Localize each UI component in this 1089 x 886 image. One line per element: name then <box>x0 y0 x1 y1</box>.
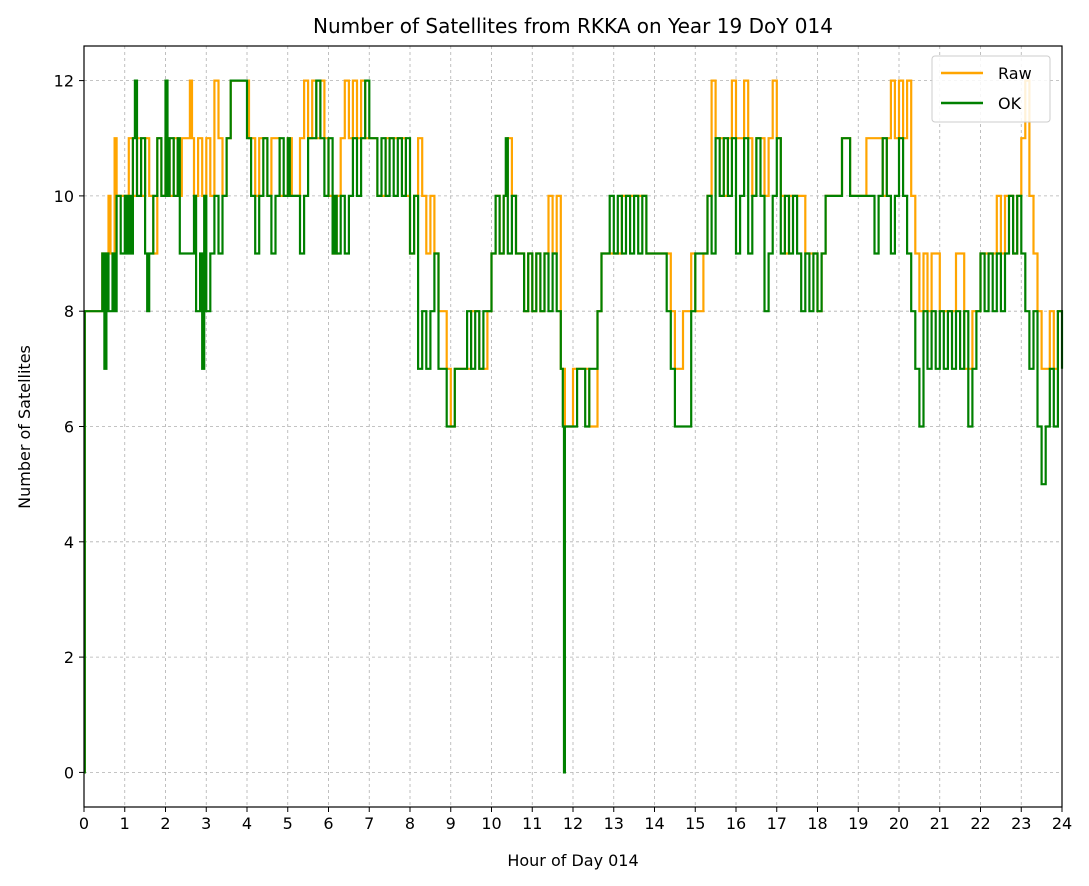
x-tick-label: 16 <box>726 814 746 833</box>
x-tick-label: 18 <box>807 814 827 833</box>
x-tick-label: 20 <box>889 814 909 833</box>
x-axis-ticks: 0 1 2 3 4 5 6 7 8 9 10 11 12 13 14 15 16 17 18 19 20 21 22 23 24 <box>79 807 1072 833</box>
x-tick-label: 21 <box>930 814 950 833</box>
x-tick-label: 3 <box>201 814 211 833</box>
y-tick-label: 12 <box>54 72 74 91</box>
legend-ok-label: OK <box>998 94 1022 113</box>
y-axis-ticks: 0 2 4 6 8 10 12 <box>54 72 84 782</box>
x-tick-label: 10 <box>481 814 501 833</box>
x-tick-label: 19 <box>848 814 868 833</box>
y-tick-label: 2 <box>64 648 74 667</box>
x-tick-label: 14 <box>644 814 664 833</box>
legend: Raw OK <box>931 55 1051 123</box>
x-tick-label: 5 <box>283 814 293 833</box>
legend-box <box>931 55 1051 123</box>
x-axis-label: Hour of Day 014 <box>507 851 638 870</box>
x-tick-label: 4 <box>242 814 252 833</box>
x-tick-label: 8 <box>405 814 415 833</box>
y-tick-label: 4 <box>64 533 74 552</box>
chart-title: Number of Satellites from RKKA on Year 1… <box>313 14 833 38</box>
y-tick-label: 0 <box>64 763 74 782</box>
series-layer <box>83 79 1064 774</box>
x-tick-label: 9 <box>446 814 456 833</box>
x-tick-label: 23 <box>1011 814 1031 833</box>
x-tick-label: 6 <box>323 814 333 833</box>
x-tick-label: 15 <box>685 814 705 833</box>
x-tick-label: 1 <box>120 814 130 833</box>
x-tick-label: 13 <box>604 814 624 833</box>
x-tick-label: 24 <box>1052 814 1072 833</box>
y-tick-label: 6 <box>64 418 74 437</box>
series-line-ok <box>83 79 1064 774</box>
x-tick-label: 2 <box>160 814 170 833</box>
y-axis-label: Number of Satellites <box>15 345 34 509</box>
x-tick-label: 22 <box>970 814 990 833</box>
x-tick-label: 7 <box>364 814 374 833</box>
y-tick-label: 8 <box>64 302 74 321</box>
legend-raw-label: Raw <box>998 64 1032 83</box>
x-tick-label: 11 <box>522 814 542 833</box>
x-tick-label: 0 <box>79 814 89 833</box>
y-tick-label: 10 <box>54 187 74 206</box>
x-tick-label: 12 <box>563 814 583 833</box>
x-tick-label: 17 <box>767 814 787 833</box>
